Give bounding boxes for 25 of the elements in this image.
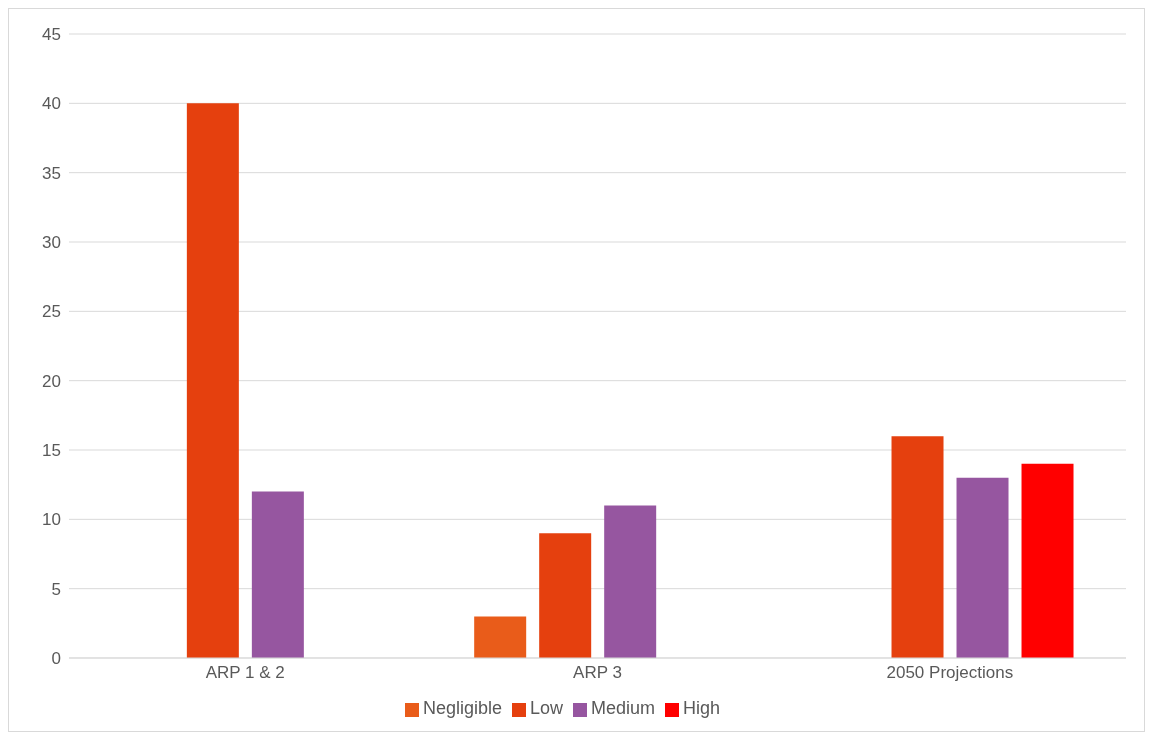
legend-label: High [683, 698, 721, 718]
y-tick-label: 40 [42, 94, 61, 114]
bar [251, 491, 304, 658]
bar [474, 616, 527, 658]
y-tick-label: 35 [42, 163, 61, 183]
legend-label: Low [529, 698, 564, 718]
y-tick-label: 5 [51, 579, 61, 599]
y-tick-label: 45 [42, 25, 61, 45]
x-tick-label: ARP 1 & 2 [205, 663, 285, 683]
y-tick-label: 30 [42, 233, 61, 253]
y-tick-label: 25 [42, 302, 61, 322]
bar [186, 103, 239, 658]
y-tick-label: 20 [42, 371, 61, 391]
legend-label: Medium [591, 698, 656, 718]
bar [1021, 463, 1074, 658]
bar [956, 477, 1009, 658]
x-tick-label: 2050 Projections [886, 663, 1014, 683]
y-tick-label: 0 [51, 649, 61, 669]
y-tick-label: 10 [42, 510, 61, 530]
y-tick-label: 15 [42, 441, 61, 461]
bar [604, 505, 657, 658]
bar [891, 436, 944, 658]
x-tick-label: ARP 3 [573, 663, 622, 683]
legend-label: Negligible [422, 698, 502, 718]
bar [539, 533, 592, 658]
